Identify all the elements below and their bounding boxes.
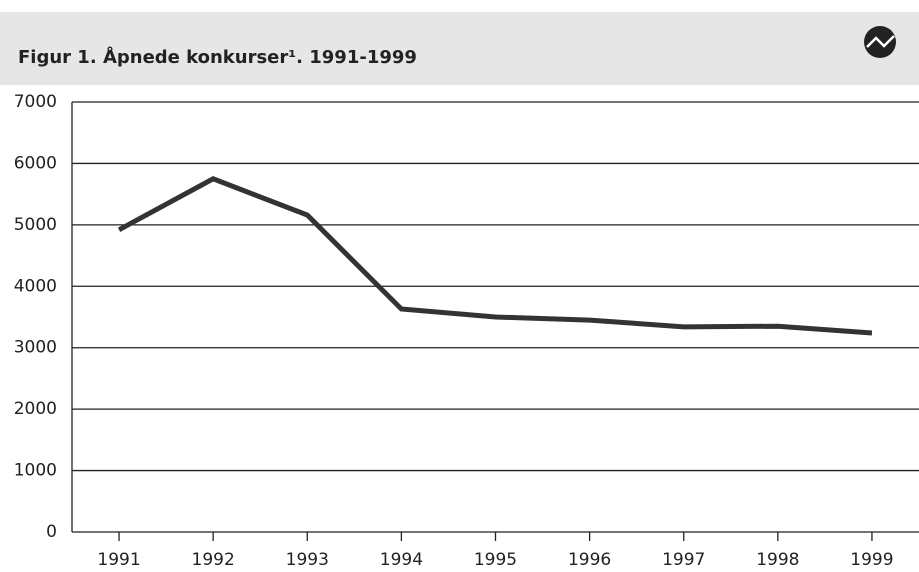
y-tick-label: 6000 [14, 153, 57, 173]
x-tick-label: 1995 [474, 550, 517, 570]
y-tick-label: 4000 [14, 276, 57, 296]
x-tick-label: 1997 [662, 550, 705, 570]
x-tick-label: 1991 [97, 550, 140, 570]
x-tick-label: 1994 [380, 550, 423, 570]
x-tick-label: 1992 [192, 550, 235, 570]
y-tick-label: 1000 [14, 461, 57, 481]
x-tick-label: 1993 [286, 550, 329, 570]
x-tick-label: 1996 [568, 550, 611, 570]
x-tick-label: 1998 [756, 550, 799, 570]
chart-title: Figur 1. Åpnede konkurser¹. 1991-1999 [18, 45, 417, 68]
y-tick-label: 0 [46, 522, 57, 542]
y-tick-label: 2000 [14, 399, 57, 419]
data-line [117, 176, 873, 336]
logo-icon [864, 26, 896, 58]
y-tick-label: 3000 [14, 338, 57, 358]
y-tick-label: 7000 [14, 92, 57, 112]
x-tick-label: 1999 [850, 550, 893, 570]
y-tick-label: 5000 [14, 215, 57, 235]
header-band [0, 12, 919, 85]
